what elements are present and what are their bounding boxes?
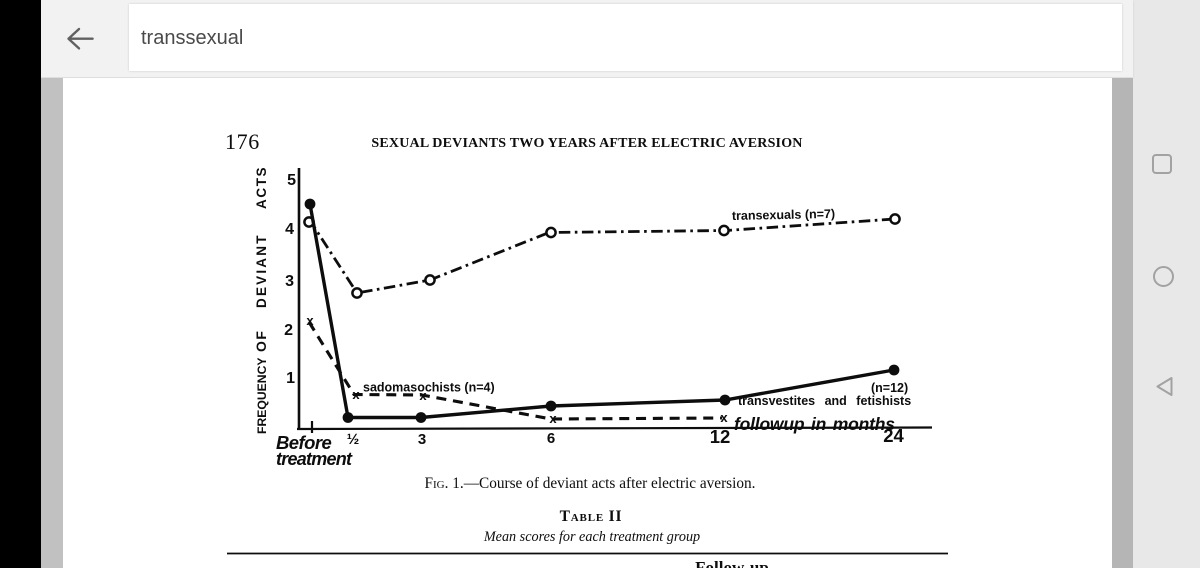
svg-text:treatment: treatment: [276, 449, 353, 469]
svg-text:Follow-up: Follow-up: [695, 558, 769, 568]
svg-text:3: 3: [285, 273, 294, 290]
svg-text:(n=12): (n=12): [871, 381, 908, 395]
svg-text:Mean scores for each treatment: Mean scores for each treatment group: [483, 529, 700, 545]
svg-text:2: 2: [284, 322, 293, 339]
svg-text:x: x: [419, 388, 427, 403]
svg-text:½: ½: [347, 431, 360, 448]
svg-text:x: x: [549, 411, 557, 426]
svg-text:4: 4: [285, 221, 294, 238]
svg-text:transexuals (n=7): transexuals (n=7): [732, 207, 835, 223]
svg-text:SEXUAL DEVIANTS TWO YEARS AFTE: SEXUAL DEVIANTS TWO YEARS AFTER ELECTRIC…: [371, 136, 802, 151]
svg-text:24: 24: [883, 425, 904, 446]
svg-text:ACTS: ACTS: [254, 166, 269, 209]
svg-text:x: x: [720, 410, 728, 425]
svg-text:1: 1: [286, 370, 295, 387]
svg-text:5: 5: [287, 172, 296, 189]
svg-text:Before: Before: [276, 432, 332, 453]
svg-text:followup in months: followup in months: [734, 414, 895, 434]
svg-text:sadomasochists (n=4): sadomasochists (n=4): [363, 381, 495, 395]
svg-text:x: x: [352, 387, 360, 402]
svg-text:DEVIANT: DEVIANT: [254, 233, 269, 308]
svg-text:12: 12: [710, 426, 731, 447]
svg-text:x: x: [306, 313, 314, 328]
svg-text:FREQUENCY: FREQUENCY: [255, 357, 269, 434]
svg-text:transvestites and fetishists: transvestites and fetishists: [738, 394, 911, 408]
svg-text:OF: OF: [253, 330, 269, 352]
svg-text:176: 176: [225, 129, 260, 154]
svg-text:Fig. 1.—Course of deviant acts: Fig. 1.—Course of deviant acts after ele…: [424, 475, 755, 492]
svg-text:6: 6: [547, 430, 555, 447]
svg-text:Table II: Table II: [560, 508, 623, 525]
svg-text:3: 3: [418, 431, 426, 448]
